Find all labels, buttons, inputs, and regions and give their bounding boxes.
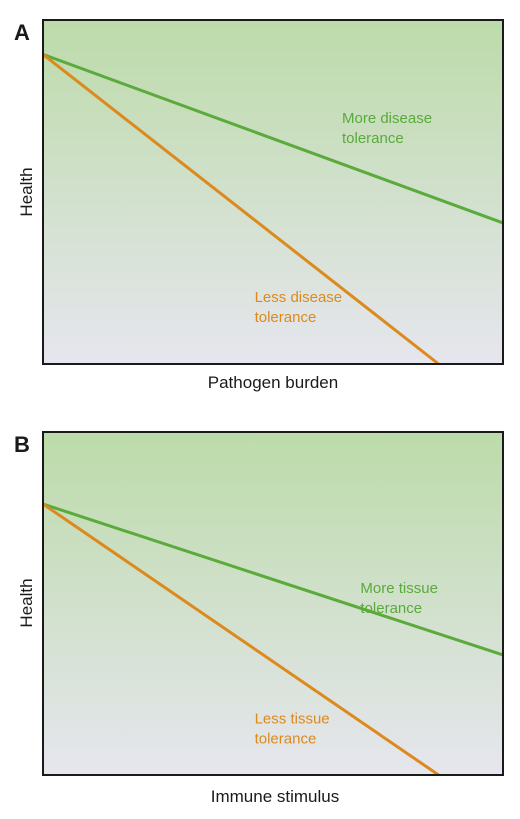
x-axis-label-b: Immune stimulus: [211, 787, 339, 806]
plot-area-b: [43, 432, 503, 775]
series-label-more-b: More tissue tolerance: [360, 580, 438, 617]
series-line-less-b: [42, 502, 440, 777]
y-axis-label-a: Health: [17, 167, 36, 216]
plot-frame-a: [42, 19, 504, 365]
series-label-more-a: More disease tolerance: [342, 110, 432, 147]
series-label-less-b: Less tissue tolerance: [255, 711, 330, 748]
y-axis-label-b: Health: [17, 578, 36, 627]
chart-b-svg: More tissue tolerance Less tissue tolerance…: [14, 431, 504, 806]
x-axis-label-a: Pathogen burden: [208, 373, 338, 392]
chart-a-svg: More disease tolerance Less disease toleran…: [14, 19, 504, 392]
panel-letter-b: B: [14, 432, 30, 457]
series-label-less-a: Less disease tolerance: [255, 289, 343, 326]
plot-frame-b: [42, 431, 504, 776]
series-line-less-a: [42, 53, 440, 366]
plot-area-a: [43, 20, 503, 364]
series-line-more-a: [42, 52, 504, 225]
series-line-more-b: [42, 502, 504, 657]
panel-letter-a: A: [14, 20, 30, 45]
panel-a: More disease tolerance Less disease toleran…: [14, 19, 504, 392]
panel-b: More tissue tolerance Less tissue tolerance…: [0, 410, 520, 819]
